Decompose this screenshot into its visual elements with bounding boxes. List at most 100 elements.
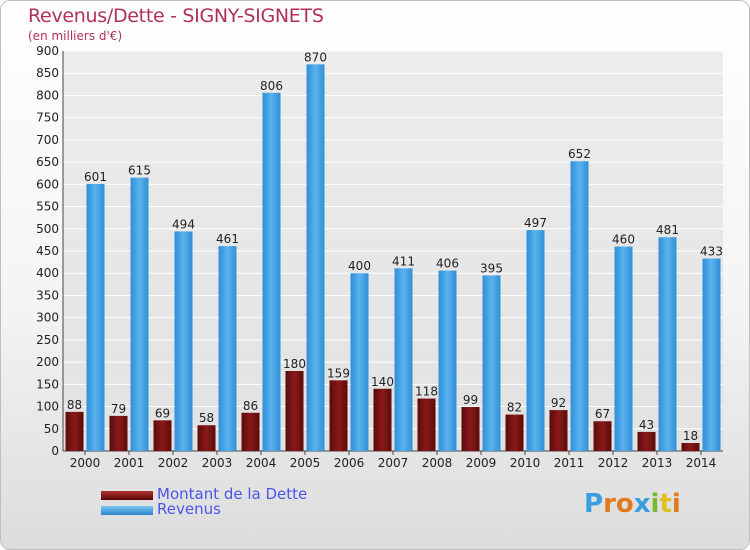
bar-revenue (350, 273, 369, 451)
x-tick-label: 2005 (290, 456, 321, 470)
y-tick-label: 400 (36, 266, 59, 280)
bar-debt (197, 425, 216, 451)
y-tick-label: 800 (36, 88, 59, 102)
logo-letter: i (650, 489, 660, 519)
bar-debt (109, 415, 128, 451)
x-tick-label: 2007 (378, 456, 409, 470)
data-label-debt: 118 (415, 385, 438, 399)
y-tick-label: 350 (36, 288, 59, 302)
y-tick-label: 850 (36, 66, 59, 80)
legend-label-revenue: Revenus (157, 500, 221, 518)
data-label-debt: 159 (327, 366, 350, 380)
data-label-revenue: 460 (612, 233, 635, 247)
logo-letter: P (584, 489, 604, 519)
data-label-revenue: 395 (480, 261, 503, 275)
data-label-revenue: 601 (84, 170, 107, 184)
legend-label-debt: Montant de la Dette (157, 485, 308, 503)
bar-revenue (482, 275, 501, 451)
data-label-debt: 86 (243, 399, 258, 413)
bar-revenue (658, 237, 677, 451)
data-label-debt: 140 (371, 375, 394, 389)
bar-debt (153, 420, 172, 451)
legend-swatch-revenue (101, 506, 153, 515)
data-label-debt: 67 (595, 407, 610, 421)
data-label-debt: 69 (155, 406, 170, 420)
data-label-revenue: 411 (392, 254, 415, 268)
x-tick-label: 2013 (642, 456, 673, 470)
chart-title: Revenus/Dette - SIGNY-SIGNETS (28, 5, 324, 27)
data-label-revenue: 615 (128, 164, 151, 178)
bar-debt (593, 421, 612, 451)
data-label-debt: 58 (199, 411, 214, 425)
x-tick-label: 2008 (422, 456, 453, 470)
y-tick-label: 300 (36, 311, 59, 325)
bar-revenue (306, 64, 325, 452)
logo-letter: r (603, 489, 616, 519)
data-label-revenue: 806 (260, 79, 283, 93)
x-tick-label: 2001 (114, 456, 145, 470)
proxiti-logo: Proxiti (584, 489, 681, 519)
bar-revenue (702, 258, 721, 451)
logo-letter: x (633, 489, 651, 519)
bar-debt (549, 410, 568, 451)
data-label-debt: 99 (463, 393, 478, 407)
y-tick-label: 200 (36, 355, 59, 369)
data-label-revenue: 497 (524, 216, 547, 230)
bar-debt (505, 414, 524, 451)
bar-debt (681, 443, 700, 451)
y-tick-label: 550 (36, 200, 59, 214)
data-label-debt: 43 (639, 418, 654, 432)
bar-revenue (614, 246, 633, 451)
bar-revenue (262, 92, 281, 452)
x-tick-label: 2000 (70, 456, 101, 470)
bar-debt (241, 412, 260, 451)
y-tick-label: 0 (51, 444, 59, 458)
data-label-debt: 88 (67, 398, 82, 412)
bar-debt (285, 371, 304, 451)
data-label-debt: 18 (683, 429, 698, 443)
data-label-revenue: 406 (436, 257, 459, 271)
legend-swatch-debt (101, 491, 153, 500)
bar-revenue (130, 177, 149, 451)
x-tick-label: 2003 (202, 456, 233, 470)
y-tick-label: 50 (44, 422, 59, 436)
data-label-revenue: 494 (172, 217, 195, 231)
y-tick-label: 250 (36, 333, 59, 347)
bar-debt (461, 407, 480, 451)
x-tick-label: 2014 (686, 456, 717, 470)
logo-letter: t (659, 489, 672, 519)
y-tick-label: 900 (36, 44, 59, 58)
x-tick-label: 2012 (598, 456, 629, 470)
chart-subtitle: (en milliers d'€) (28, 29, 123, 43)
data-label-revenue: 870 (304, 50, 327, 64)
x-tick-label: 2002 (158, 456, 189, 470)
bar-debt (417, 398, 436, 451)
data-label-revenue: 400 (348, 259, 371, 273)
x-tick-label: 2010 (510, 456, 541, 470)
data-label-revenue: 433 (700, 245, 723, 259)
data-label-revenue: 652 (568, 147, 591, 161)
y-tick-label: 150 (36, 377, 59, 391)
data-label-debt: 82 (507, 401, 522, 415)
bar-debt (329, 380, 348, 451)
y-tick-label: 100 (36, 400, 59, 414)
data-label-debt: 79 (111, 402, 126, 416)
bar-revenue (438, 270, 457, 451)
y-tick-label: 650 (36, 155, 59, 169)
data-label-debt: 92 (551, 396, 566, 410)
y-tick-label: 600 (36, 177, 59, 191)
bar-revenue (570, 161, 589, 451)
y-tick-label: 500 (36, 222, 59, 236)
x-tick-label: 2011 (554, 456, 585, 470)
bar-revenue (86, 183, 105, 451)
bar-revenue (526, 230, 545, 451)
logo-letter: o (615, 489, 634, 519)
data-label-revenue: 461 (216, 232, 239, 246)
bar-debt (637, 431, 656, 451)
bar-debt (65, 411, 84, 451)
x-tick-label: 2006 (334, 456, 365, 470)
data-label-debt: 180 (283, 357, 306, 371)
bar-revenue (394, 268, 413, 451)
